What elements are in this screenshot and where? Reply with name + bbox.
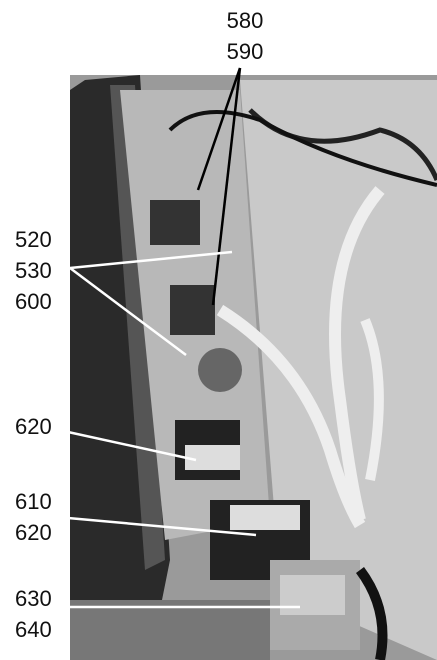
- callout-label: 610: [15, 489, 52, 514]
- callout-label: 590: [227, 39, 264, 64]
- callout-label: 520: [15, 227, 52, 252]
- callout-label: 620: [15, 520, 52, 545]
- callout-label: 600: [15, 289, 52, 314]
- callout-label: 630: [15, 586, 52, 611]
- photo: [70, 75, 437, 660]
- callout-label: 530: [15, 258, 52, 283]
- figure: 580 590 520 530 600 620 610 620 630 640: [0, 0, 437, 660]
- callout-label: 580: [227, 8, 264, 33]
- callout-label: 620: [15, 414, 52, 439]
- callout-label: 640: [15, 617, 52, 642]
